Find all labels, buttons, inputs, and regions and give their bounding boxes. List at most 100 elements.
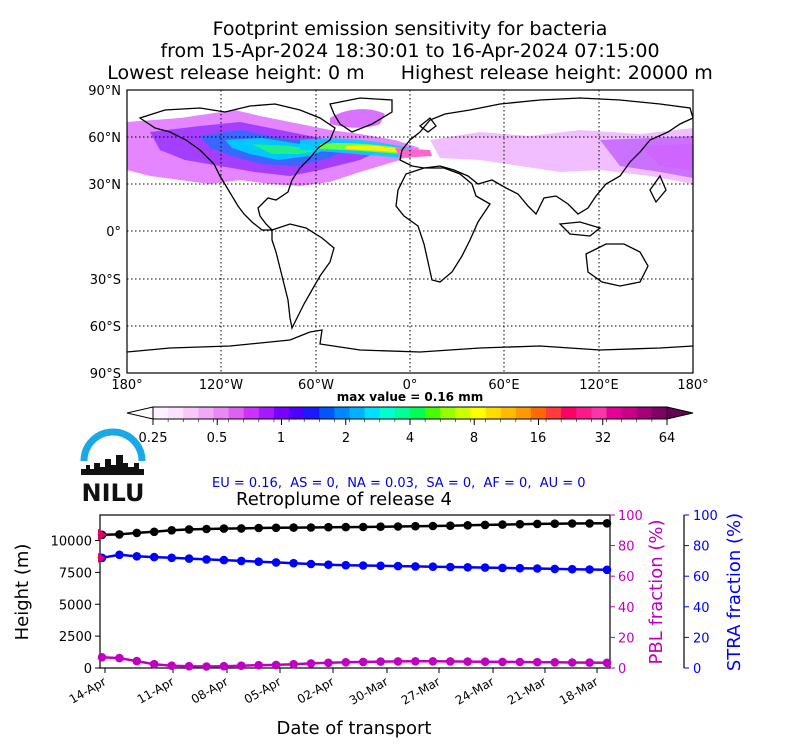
- series-point-height: [498, 520, 507, 529]
- series-point-stra: [254, 557, 263, 566]
- series-point-pbl: [533, 657, 542, 667]
- figure-title: Footprint emission sensitivity for bacte…: [0, 18, 800, 84]
- lon-label: 60°E: [488, 378, 519, 393]
- map-grid: [127, 90, 693, 373]
- series-point-stra: [306, 559, 316, 569]
- series-point-pbl: [167, 661, 176, 670]
- series-point-pbl: [602, 658, 612, 668]
- series-point-stra: [132, 552, 142, 561]
- date-axis: 14-Apr 11-Apr 08-Apr 05-Apr 02-Apr 30-Mar 27-M…: [67, 668, 601, 708]
- colorbar-cell: [153, 407, 169, 419]
- series-point-stra: [376, 561, 385, 571]
- lon-label: 120°E: [579, 378, 619, 393]
- colorbar-cell: [289, 407, 305, 419]
- series-point-height: [254, 523, 263, 533]
- series-point-height: [149, 527, 159, 537]
- max-value-label: max value = 0.16 mm: [337, 390, 483, 404]
- series-point-pbl: [358, 657, 368, 667]
- series-point-stra: [480, 563, 490, 572]
- series-point-pbl: [149, 659, 159, 669]
- series-point-stra: [271, 558, 281, 567]
- colorbar: [153, 407, 668, 419]
- colorbar-cell: [561, 407, 577, 419]
- release-marker: [98, 552, 106, 563]
- series-point-pbl: [115, 653, 124, 663]
- series-point-height: [132, 528, 142, 538]
- series-point-pbl: [463, 657, 473, 666]
- date-tick-label: 21-Mar: [505, 674, 549, 707]
- date-tick-label: 08-Apr: [189, 674, 231, 706]
- series-point-stra: [498, 563, 507, 573]
- colorbar-cell: [455, 407, 471, 419]
- africa-coast: [395, 167, 491, 283]
- series-point-height: [567, 519, 577, 528]
- colorbar-cell: [470, 407, 486, 419]
- stra-tick-label: 100: [693, 509, 718, 524]
- lon-label: 120°W: [199, 378, 243, 393]
- series-point-pbl: [428, 657, 438, 666]
- series-point-height: [219, 524, 229, 533]
- x-axis-label: Date of transport: [277, 718, 432, 739]
- series-point-stra: [428, 562, 438, 571]
- series-point-height: [376, 522, 385, 531]
- series-point-pbl: [515, 657, 525, 667]
- series-point-stra: [237, 556, 246, 566]
- colorbar-cell: [198, 407, 214, 419]
- stra-tick-label: 60: [693, 570, 710, 585]
- series-point-stra: [602, 565, 612, 575]
- release-marker: [98, 528, 107, 541]
- retroplume-title: Retroplume of release 4: [236, 489, 452, 510]
- date-tick-label: 05-Apr: [242, 674, 284, 706]
- series-point-height: [602, 519, 612, 528]
- series-point-height: [202, 524, 211, 534]
- height-tick-label: 7500: [59, 566, 92, 581]
- colorbar-cell: [273, 407, 290, 419]
- colorbar-cell: [379, 407, 396, 419]
- pbl-axis-label: PBL fraction (%): [646, 520, 667, 665]
- series-point-pbl: [376, 657, 385, 666]
- colorbar-cell: [576, 407, 592, 419]
- colorbar-cell: [621, 407, 638, 419]
- series-point-height: [533, 519, 542, 529]
- logo-text: NILU: [82, 479, 145, 505]
- lat-label: 30°S: [90, 273, 121, 288]
- series-point-height: [115, 530, 124, 539]
- colorbar-cell: [364, 407, 381, 419]
- title-line-3: Lowest release height: 0 m Highest relea…: [0, 62, 800, 84]
- series-point-height: [515, 519, 525, 529]
- stra-axis-label: STRA fraction (%): [724, 513, 745, 671]
- series-point-stra: [97, 553, 107, 563]
- chart-frame: [99, 514, 611, 669]
- series-point-height: [550, 519, 560, 528]
- height-tick-label: 0: [84, 662, 92, 677]
- series-point-stra: [585, 565, 594, 574]
- series-point-stra: [341, 560, 351, 570]
- colorbar-cell: [168, 407, 184, 419]
- colorbar-tick-label: 2: [342, 431, 350, 446]
- series-point-pbl: [341, 658, 351, 667]
- lat-label: 90°N: [88, 84, 121, 99]
- colorbar-cell: [334, 407, 350, 419]
- series-point-pbl: [202, 662, 211, 671]
- lowest-release-height: Lowest release height: 0 m: [107, 62, 365, 84]
- series-point-stra: [550, 564, 560, 574]
- colorbar-cell: [213, 407, 229, 419]
- series-point-height: [463, 521, 473, 530]
- stra-tick-label: 40: [693, 601, 710, 616]
- series-line-stra: [101, 553, 608, 572]
- date-tick-label: 14-Apr: [67, 674, 109, 706]
- lon-label: 0°: [403, 378, 418, 393]
- footprint-map: 90°N 60°N 30°N 0° 30°S 60°S 90°S 180° 12…: [88, 84, 708, 450]
- series-point-height: [341, 522, 351, 532]
- colorbar-cell: [606, 407, 623, 419]
- series-point-pbl: [306, 659, 316, 668]
- series-point-pbl: [271, 660, 281, 670]
- highest-release-height: Highest release height: 20000 m: [400, 62, 713, 84]
- series-point-stra: [115, 550, 124, 560]
- series-point-pbl: [237, 661, 246, 670]
- lon-label: 180°: [111, 378, 142, 393]
- lat-label: 60°N: [88, 131, 121, 146]
- series-point-height: [393, 522, 403, 531]
- series-point-pbl: [550, 658, 560, 667]
- colorbar-cell: [500, 407, 517, 419]
